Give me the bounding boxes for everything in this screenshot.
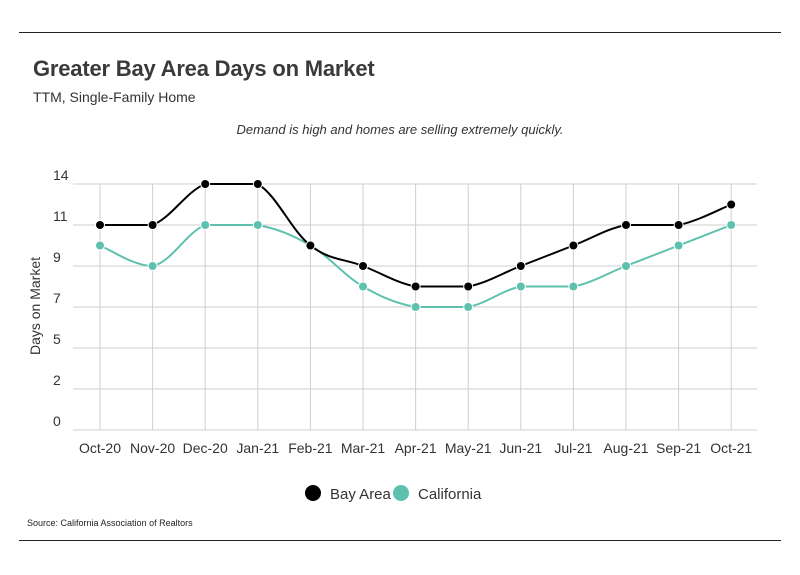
x-tick-label: Mar-21 — [341, 440, 386, 456]
legend-marker-california — [393, 485, 409, 501]
x-tick-label: Jun-21 — [499, 440, 542, 456]
legend: Bay Area California — [305, 485, 482, 503]
california-point — [95, 240, 105, 251]
y-tick-label: 5 — [53, 331, 61, 347]
y-tick-label: 0 — [53, 413, 61, 429]
california-point — [252, 220, 263, 230]
x-tick-label: Sep-21 — [656, 440, 701, 456]
x-tick-label: Feb-21 — [288, 440, 333, 456]
x-tick-label: Dec-20 — [183, 440, 228, 456]
chart-title: Greater Bay Area Days on Market — [33, 56, 375, 81]
x-tick-label: May-21 — [445, 440, 492, 456]
x-tick-label: Oct-21 — [710, 440, 752, 456]
bay-area-point — [252, 179, 263, 189]
california-point — [621, 261, 631, 271]
california-point — [673, 240, 684, 251]
bay-area-point — [515, 261, 526, 271]
source-note: Source: California Association of Realto… — [27, 518, 193, 528]
bay-area-point — [673, 220, 684, 230]
bay-area-point — [726, 199, 737, 210]
x-tick-label: Aug-21 — [603, 440, 648, 456]
series-group — [95, 179, 737, 312]
california-point — [726, 220, 737, 230]
california-point — [147, 261, 158, 271]
bay-area-point — [147, 220, 158, 230]
california-point — [200, 220, 211, 230]
legend-marker-bay-area — [305, 485, 321, 501]
bay-area-point — [358, 261, 368, 271]
y-axis-ticks: 0 2 5 7 9 11 14 — [53, 167, 69, 429]
bay-area-point — [95, 220, 105, 230]
california-point — [463, 302, 474, 312]
chart-subtitle: TTM, Single-Family Home — [33, 89, 196, 105]
bay-area-point — [568, 240, 579, 251]
chart-annotation: Demand is high and homes are selling ext… — [236, 122, 564, 137]
california-point — [410, 302, 421, 312]
bay-area-point — [410, 281, 421, 292]
bay-area-point — [200, 179, 211, 189]
x-tick-label: Nov-20 — [130, 440, 175, 456]
california-point — [515, 281, 526, 292]
bay-area-point — [463, 281, 474, 292]
x-tick-label: Jan-21 — [236, 440, 279, 456]
y-tick-label: 11 — [53, 208, 68, 224]
x-tick-label: Oct-20 — [79, 440, 121, 456]
y-tick-label: 2 — [53, 372, 61, 388]
bay-area-point — [305, 240, 316, 251]
y-tick-label: 14 — [53, 167, 69, 183]
california-point — [568, 281, 579, 292]
legend-label-bay-area: Bay Area — [330, 486, 392, 503]
y-tick-label: 9 — [53, 249, 61, 265]
bottom-rule — [19, 540, 781, 541]
x-axis-ticks: Oct-20 Nov-20 Dec-20 Jan-21 Feb-21 Mar-21 Apr-… — [79, 440, 752, 456]
california-point — [358, 281, 368, 292]
x-tick-label: Jul-21 — [554, 440, 592, 456]
legend-label-california: California — [418, 486, 482, 503]
bay-area-point — [621, 220, 631, 230]
y-axis-label: Days on Market — [27, 257, 43, 355]
top-rule — [19, 32, 781, 33]
y-tick-label: 7 — [53, 290, 61, 306]
x-tick-label: Apr-21 — [395, 440, 437, 456]
